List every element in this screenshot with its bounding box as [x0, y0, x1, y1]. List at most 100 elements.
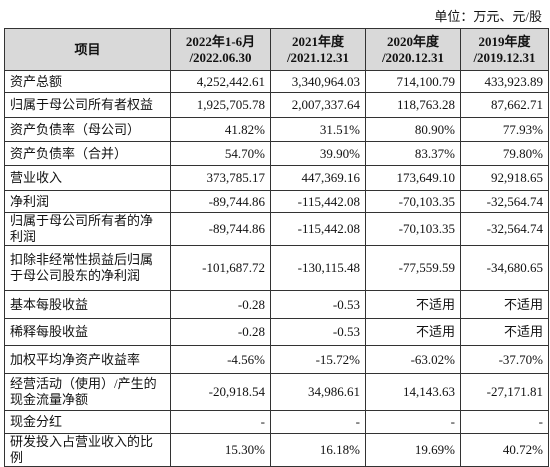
row-label: 净利润 — [4, 190, 171, 213]
header-line: /2019.12.31 — [473, 49, 536, 65]
cell: 1,925,705.78 — [170, 92, 271, 118]
cell: 39.90% — [270, 141, 366, 166]
row-label: 加权平均净资产收益率 — [4, 345, 171, 374]
header-line: /2021.12.31 — [286, 49, 350, 65]
header-cell: 项目 — [4, 28, 171, 71]
cell: -0.28 — [170, 290, 271, 319]
unit-note: 单位：万元、元/股 — [434, 9, 542, 24]
cell: 不适用 — [460, 290, 549, 319]
table-row: 经营活动（使用）/产生的现金流量净额 -20,918.54 34,986.61 14,… — [4, 373, 549, 411]
cell: -70,103.35 — [365, 190, 461, 213]
financial-table: 项目 2022年1-6月/2022.06.30 2021年度/2021.12.31 2… — [4, 28, 549, 467]
cell: 373,785.17 — [170, 165, 271, 191]
cell: 40.72% — [460, 433, 549, 467]
table-row: 基本每股收益 -0.28 -0.53 不适用 不适用 — [4, 290, 549, 319]
header-line: 2021年度 — [291, 33, 344, 49]
cell: 14,143.63 — [365, 373, 461, 411]
table-row: 营业收入 373,785.17 447,369.16 173,649.10 92,918… — [4, 165, 549, 191]
table-row: 资产负债率（母公司） 41.82% 31.51% 80.90% 77.93% — [4, 117, 549, 142]
cell: -32,564.74 — [460, 190, 549, 213]
cell: 83.37% — [365, 141, 461, 166]
cell: - — [365, 410, 461, 434]
row-label: 基本每股收益 — [4, 290, 171, 319]
header-line: /2022.06.30 — [189, 49, 252, 65]
row-label: 研发投入占营业收入的比例 — [4, 433, 171, 467]
cell: 34,986.61 — [270, 373, 366, 411]
header-line: /2020.12.31 — [381, 49, 445, 65]
cell: 714,100.79 — [365, 70, 461, 93]
table-row: 归属于母公司所有者权益 1,925,705.78 2,007,337.64 118,7… — [4, 92, 549, 118]
cell: -77,559.59 — [365, 245, 461, 291]
row-label: 经营活动（使用）/产生的现金流量净额 — [4, 373, 171, 411]
cell: -115,442.08 — [270, 212, 366, 246]
row-label: 归属于母公司所有者权益 — [4, 92, 171, 118]
row-label: 资产负债率（合并） — [4, 141, 171, 166]
cell: 118,763.28 — [365, 92, 461, 118]
cell: -34,680.65 — [460, 245, 549, 291]
cell: 15.30% — [170, 433, 271, 467]
header-cell: 2021年度/2021.12.31 — [270, 28, 366, 71]
row-label: 归属于母公司所有者的净利润 — [4, 212, 171, 246]
cell: 不适用 — [365, 318, 461, 346]
cell: -70,103.35 — [365, 212, 461, 246]
cell: 41.82% — [170, 117, 271, 142]
header-cell: 2022年1-6月/2022.06.30 — [170, 28, 271, 71]
cell: -115,442.08 — [270, 190, 366, 213]
row-label: 稀释每股收益 — [4, 318, 171, 346]
row-label: 营业收入 — [4, 165, 171, 191]
cell: 77.93% — [460, 117, 549, 142]
cell: -0.53 — [270, 318, 366, 346]
cell: -37.70% — [460, 345, 549, 374]
header-row: 项目 2022年1-6月/2022.06.30 2021年度/2021.12.31 2… — [4, 28, 549, 71]
table-row: 资产负债率（合并） 54.70% 39.90% 83.37% 79.80% — [4, 141, 549, 166]
cell: 173,649.10 — [365, 165, 461, 191]
table-row: 稀释每股收益 -0.28 -0.53 不适用 不适用 — [4, 318, 549, 346]
cell: 54.70% — [170, 141, 271, 166]
cell: -101,687.72 — [170, 245, 271, 291]
table-row: 归属于母公司所有者的净利润 -89,744.86 -115,442.08 -70,10… — [4, 212, 549, 246]
cell: 447,369.16 — [270, 165, 366, 191]
header-line: 2022年1-6月 — [185, 33, 256, 49]
table-row: 扣除非经常性损益后归属于母公司股东的净利润 -101,687.72 -130,115… — [4, 245, 549, 291]
cell: - — [170, 410, 271, 434]
table-row: 加权平均净资产收益率 -4.56% -15.72% -63.02% -37.70% — [4, 345, 549, 374]
cell: - — [270, 410, 366, 434]
cell: -20,918.54 — [170, 373, 271, 411]
header-cell: 2020年度/2020.12.31 — [365, 28, 461, 71]
cell: 433,923.89 — [460, 70, 549, 93]
cell: -0.53 — [270, 290, 366, 319]
table-row: 现金分红 - - - - — [4, 410, 549, 434]
cell: 79.80% — [460, 141, 549, 166]
header-line: 项目 — [74, 41, 101, 57]
cell: 80.90% — [365, 117, 461, 142]
cell: -63.02% — [365, 345, 461, 374]
cell: -89,744.86 — [170, 212, 271, 246]
cell: 87,662.71 — [460, 92, 549, 118]
table-row: 净利润 -89,744.86 -115,442.08 -70,103.35 -32,56… — [4, 190, 549, 213]
cell: -4.56% — [170, 345, 271, 374]
cell: -0.28 — [170, 318, 271, 346]
cell: 2,007,337.64 — [270, 92, 366, 118]
cell: 92,918.65 — [460, 165, 549, 191]
table-row: 资产总额 4,252,442.61 3,340,964.03 714,100.79 43… — [4, 70, 549, 93]
cell: 不适用 — [365, 290, 461, 319]
cell: 31.51% — [270, 117, 366, 142]
header-cell: 2019年度/2019.12.31 — [460, 28, 549, 71]
row-label: 现金分红 — [4, 410, 171, 434]
cell: -32,564.74 — [460, 212, 549, 246]
cell: -89,744.86 — [170, 190, 271, 213]
row-label: 资产总额 — [4, 70, 171, 93]
row-label: 资产负债率（母公司） — [4, 117, 171, 142]
cell: -15.72% — [270, 345, 366, 374]
header-line: 2019年度 — [478, 33, 531, 49]
cell: 4,252,442.61 — [170, 70, 271, 93]
cell: - — [460, 410, 549, 434]
cell: 19.69% — [365, 433, 461, 467]
cell: 3,340,964.03 — [270, 70, 366, 93]
table-row: 研发投入占营业收入的比例 15.30% 16.18% 19.69% 40.72% — [4, 433, 549, 467]
cell: 16.18% — [270, 433, 366, 467]
row-label: 扣除非经常性损益后归属于母公司股东的净利润 — [4, 245, 171, 291]
cell: -27,171.81 — [460, 373, 549, 411]
header-line: 2020年度 — [386, 33, 439, 49]
